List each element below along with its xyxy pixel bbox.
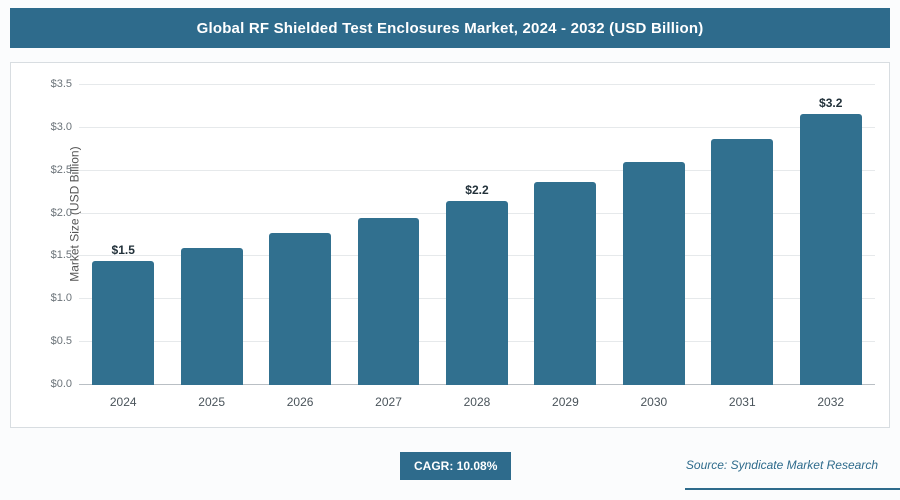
x-tick-label: 2026: [286, 395, 314, 409]
x-axis-labels: 2024 2025 2026 2027 2028 2029 2030 2031 2032: [79, 385, 875, 409]
x-tick-label: 2027: [375, 395, 402, 409]
bar-2028: [446, 200, 508, 385]
y-tick-label: $2.5: [50, 163, 72, 176]
bar-2025: [180, 247, 243, 385]
bar-2032: [799, 114, 862, 385]
bar-2031: [711, 139, 774, 385]
source-underline-decoration: [685, 488, 900, 490]
plot-area: $0.0 $0.5 $1.0 $1.5 $2.0 $2.5 $3.0 $3.5 $1.5 $2.…: [51, 78, 875, 409]
x-tick-label: 2024: [109, 395, 137, 409]
y-tick-label: $0.5: [50, 335, 72, 348]
chart-title: Global RF Shielded Test Enclosures Marke…: [196, 19, 704, 37]
source-attribution: Source: Syndicate Market Research: [685, 458, 878, 472]
bar-column: [521, 85, 609, 385]
bar-column: [344, 85, 432, 385]
y-tick-label: $3.5: [50, 78, 72, 90]
bar-2030: [622, 162, 685, 385]
bar-column: $3.2: [787, 85, 875, 385]
y-tick-label: $0.0: [50, 378, 72, 390]
bar-series: $1.5 $2.2 $3.2: [79, 85, 875, 385]
y-tick-label: $2.0: [50, 206, 72, 219]
bar-column: [167, 85, 255, 385]
gridline: $2.5: [51, 164, 875, 176]
bar-value-label: $3.2: [819, 96, 843, 111]
chart-title-banner: Global RF Shielded Test Enclosures Marke…: [10, 8, 890, 48]
x-tick-label: 2029: [552, 395, 579, 409]
bar-column: [698, 85, 786, 385]
x-tick-label: 2032: [817, 395, 845, 409]
bar-column: $2.2: [433, 85, 521, 385]
chart-panel: Market Size (USD Billion) $0.0 $0.5 $1.0 $1…: [10, 62, 890, 428]
y-tick-label: $1.5: [50, 249, 72, 262]
x-tick-label: 2028: [463, 395, 491, 409]
bar-column: $1.5: [79, 85, 167, 385]
x-tick-label: 2031: [728, 395, 756, 409]
cagr-badge: CAGR: 10.08%: [400, 452, 512, 480]
y-tick-label: $3.0: [50, 120, 72, 133]
bar-value-label: $1.5: [111, 242, 135, 257]
cagr-label: CAGR: 10.08%: [414, 459, 498, 473]
y-tick-label: $1.0: [50, 292, 72, 305]
bar-value-label: $2.2: [465, 182, 489, 197]
bar-2029: [534, 181, 597, 385]
x-tick-label: 2030: [640, 395, 668, 409]
bar-2024: [92, 260, 155, 385]
bar-column: [610, 85, 698, 385]
bar-column: [256, 85, 344, 385]
gridline: $3.0: [51, 121, 875, 133]
gridline: $3.5: [51, 78, 875, 90]
bar-2027: [357, 217, 420, 385]
bar-2026: [269, 233, 332, 385]
x-tick-label: 2025: [198, 395, 225, 409]
